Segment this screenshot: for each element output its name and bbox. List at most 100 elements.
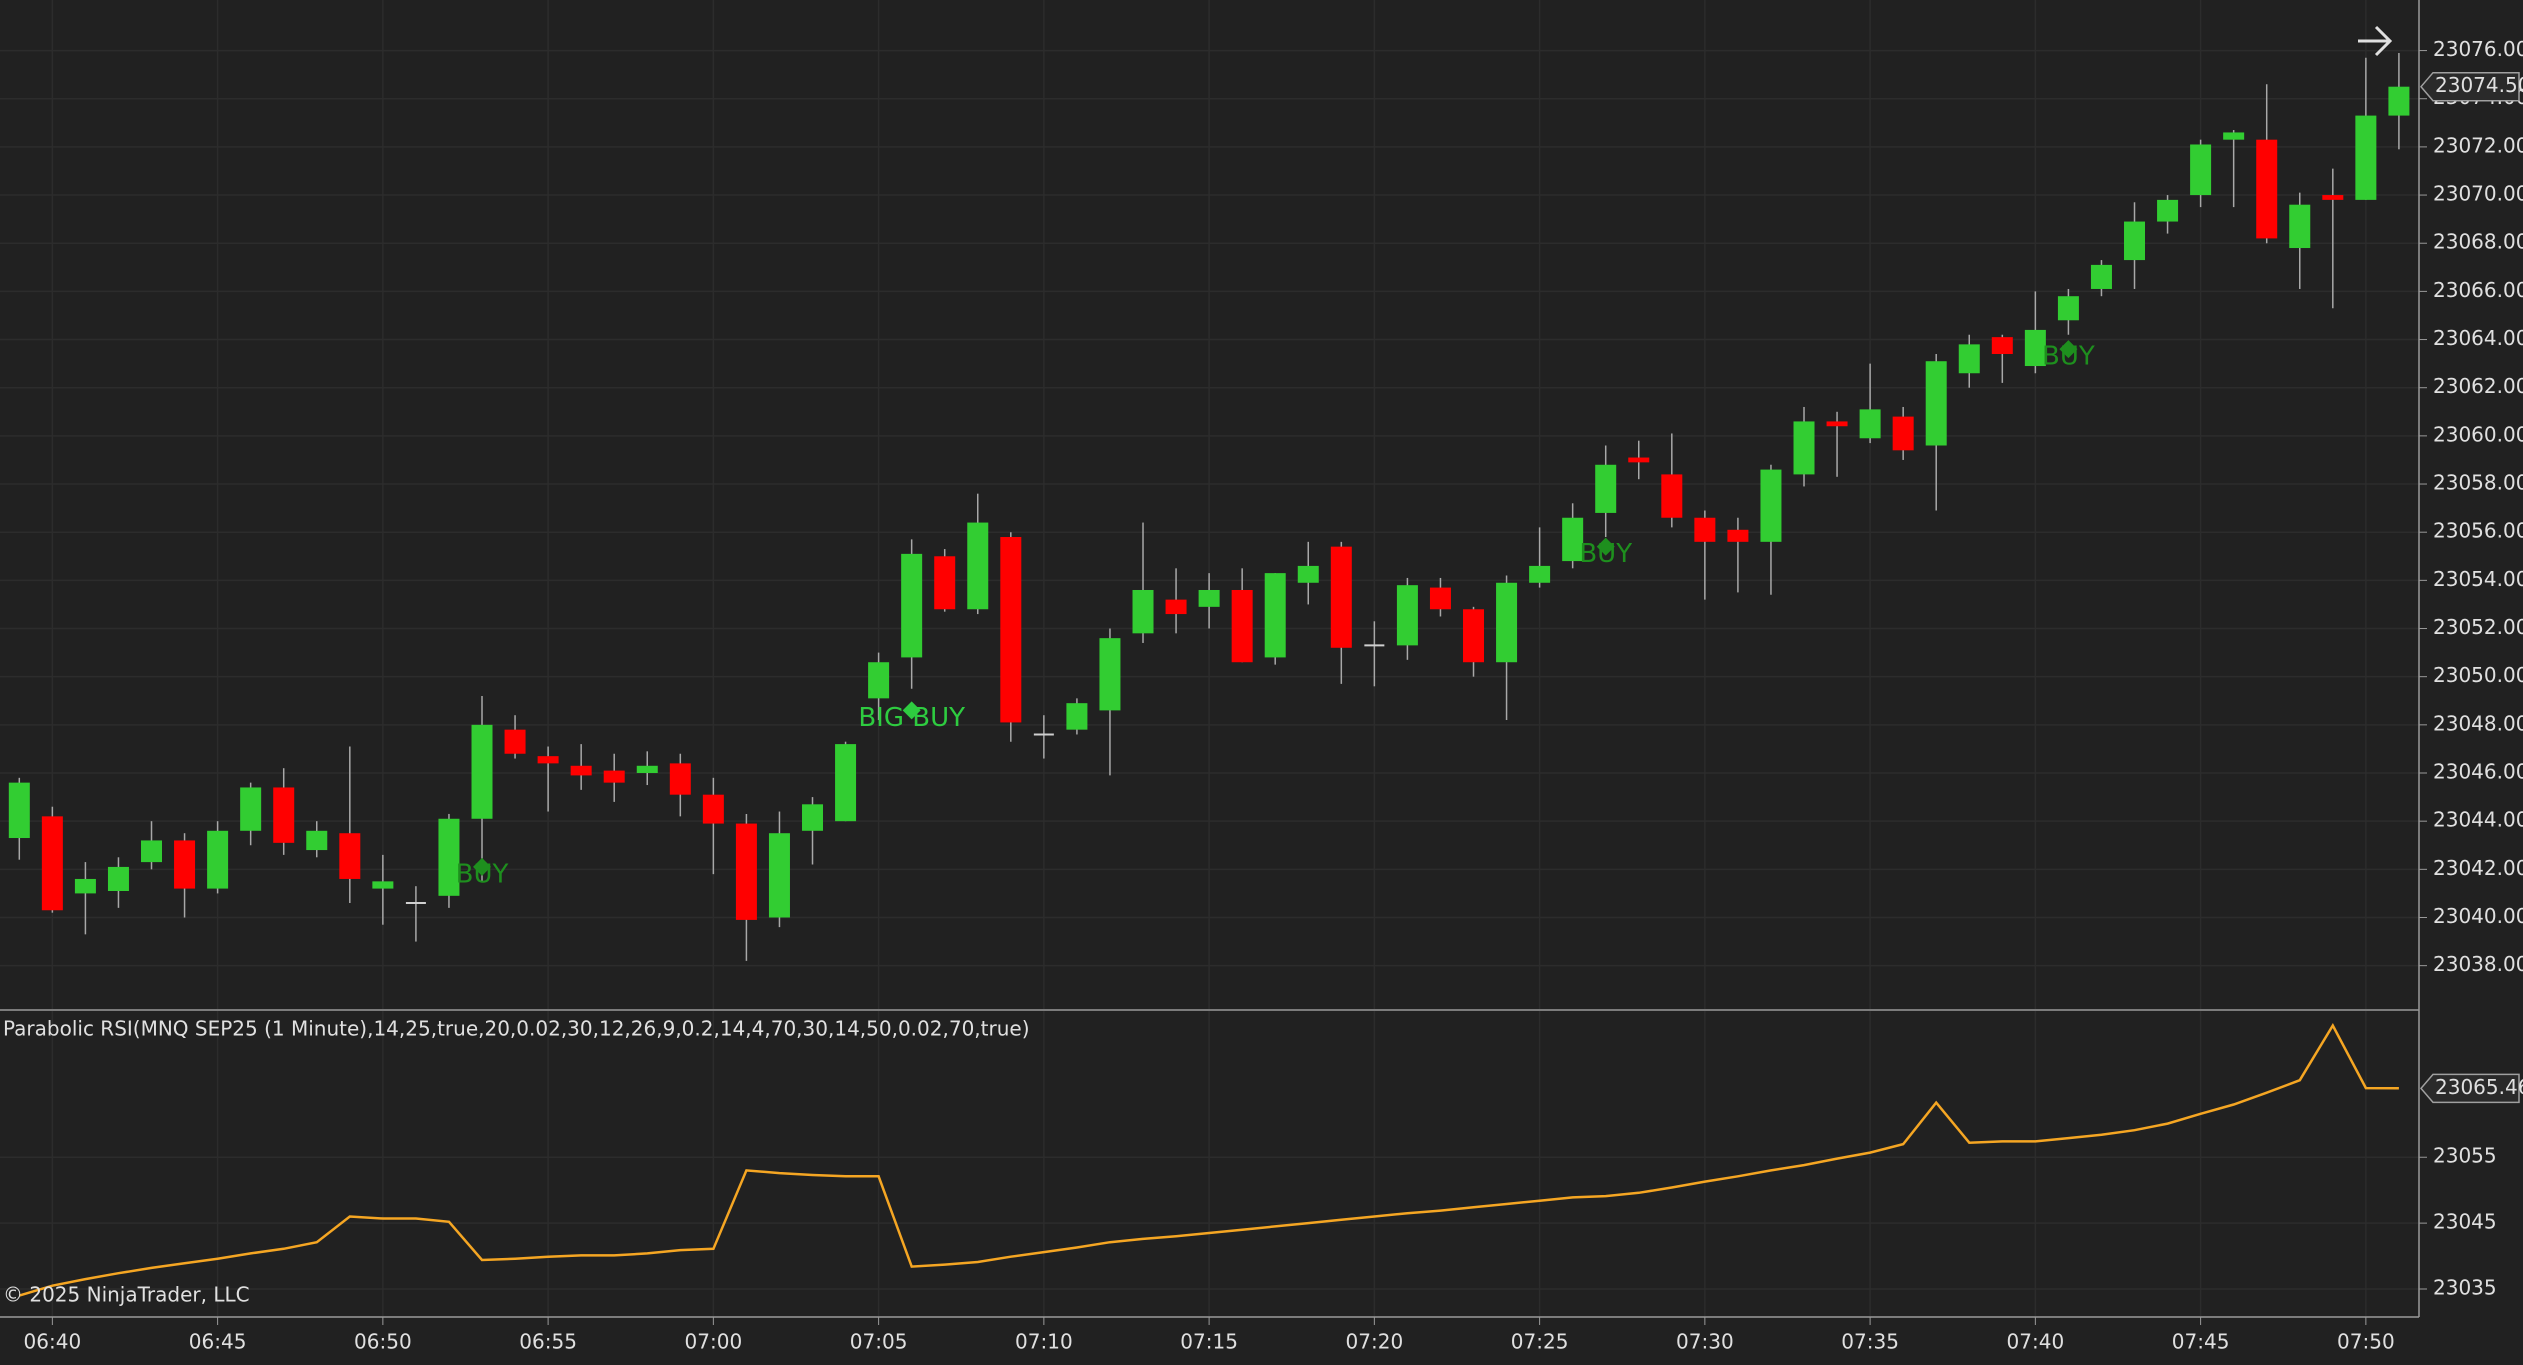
candle-body [1727,529,1749,542]
candle-body [306,830,328,851]
candle-body [1099,638,1121,711]
candle-body [901,553,923,658]
candle-body [372,881,394,889]
candle-body [74,878,96,894]
y-tick-label: 23072.00 [2433,133,2523,157]
y-tick-label: 23040.00 [2433,904,2523,928]
signal-label: BUY [1579,539,1632,569]
candle-body [1330,546,1352,648]
candle-body [1132,589,1154,634]
indicator-line [18,1022,2399,1297]
signal-diamond [2059,340,2078,359]
candle-body [2024,329,2046,367]
y-tick-label: 23070.00 [2433,182,2523,206]
y-tick-label: 23066.00 [2433,278,2523,302]
y-tick-label: 23058.00 [2433,471,2523,495]
y-tick-label: 23050.00 [2433,663,2523,687]
candle-body [537,756,559,764]
candle-body [41,816,63,911]
candle-body [636,765,658,774]
candle-body [1396,585,1418,646]
candle-body [1297,565,1319,583]
candle-body [934,556,956,610]
candle-body [1859,409,1881,439]
indicator-title: Parabolic RSI(MNQ SEP25 (1 Minute),14,25… [3,1017,1030,1041]
candle-body [2190,144,2212,196]
y-tick-label: 23062.00 [2433,374,2523,398]
candle-body [107,866,129,892]
candle-body [868,662,890,699]
x-tick-label: 07:50 [2337,1330,2395,1354]
x-tick-label: 07:35 [1841,1330,1899,1354]
candle-body [1165,599,1187,615]
grid [0,0,2419,1316]
scroll-arrow-icon[interactable] [2358,25,2393,57]
candle-body [1760,469,1782,542]
candle-body [2322,195,2344,200]
signal-diamond [473,857,492,876]
candle-body [1231,589,1253,663]
x-tick-label: 07:45 [2172,1330,2230,1354]
candle-body [1826,421,1848,427]
candle-body [1595,464,1617,513]
candle-body [1000,537,1022,723]
candle-body [1958,344,1980,374]
x-tick-label: 07:00 [685,1330,743,1354]
candle-body [2388,86,2410,116]
candle-body [1925,361,1947,446]
candle-body [2090,264,2112,289]
signal-label: BIG BUY [858,703,965,733]
candle-body [174,840,196,889]
y-tick-label: 23068.00 [2433,230,2523,254]
candle-body [1661,474,1683,518]
candle-body [207,830,229,889]
y-tick-label: 23046.00 [2433,760,2523,784]
candle-body [504,729,526,754]
signal-diamond [1596,537,1615,556]
x-tick-label: 06:55 [519,1330,577,1354]
candle-body [1496,582,1518,663]
y-tick-label: 23060.00 [2433,422,2523,446]
candle-body [2057,296,2079,321]
candle-body [1694,517,1716,542]
candle-body [1198,589,1220,607]
candle-body [1264,573,1286,658]
candle-body [1991,337,2013,354]
last-value-label: 23074.50 [2435,73,2523,97]
candle-body [273,787,295,843]
candle-body [1628,457,1650,463]
x-tick-label: 07:10 [1015,1330,1073,1354]
x-tick-label: 06:40 [24,1330,82,1354]
x-tick-label: 07:40 [2007,1330,2065,1354]
x-tick-label: 07:20 [1346,1330,1404,1354]
candle-body [2124,221,2146,261]
candle-body [2256,139,2278,239]
candle-body [141,840,163,863]
y-tick-label: 23055 [2433,1144,2497,1168]
candle-body [835,744,857,822]
candle-body [438,818,460,896]
candle-body [1463,609,1485,663]
signal-diamond [902,701,921,720]
x-tick-label: 07:25 [1511,1330,1569,1354]
candle-body [1892,416,1914,451]
x-tick-label: 07:15 [1180,1330,1238,1354]
last-value-box [2420,71,2520,102]
y-tick-label: 23076.00 [2433,37,2523,61]
candle-body [1562,517,1584,562]
y-tick-label: 23052.00 [2433,615,2523,639]
y-tick-label: 23035 [2433,1275,2497,1299]
x-tick-label: 07:05 [850,1330,908,1354]
candle-body [1429,587,1451,610]
y-tick-label: 23045 [2433,1210,2497,1234]
y-tick-label: 23054.00 [2433,567,2523,591]
candle-body [1066,703,1088,730]
x-tick-label: 06:50 [354,1330,412,1354]
signal-label: BUY [2042,342,2095,372]
copyright: © 2025 NinjaTrader, LLC [3,1283,250,1307]
signal-label: BUY [456,859,509,889]
candle-body [768,833,790,918]
last-value-box [2420,1073,2520,1104]
y-tick-label: 23056.00 [2433,519,2523,543]
